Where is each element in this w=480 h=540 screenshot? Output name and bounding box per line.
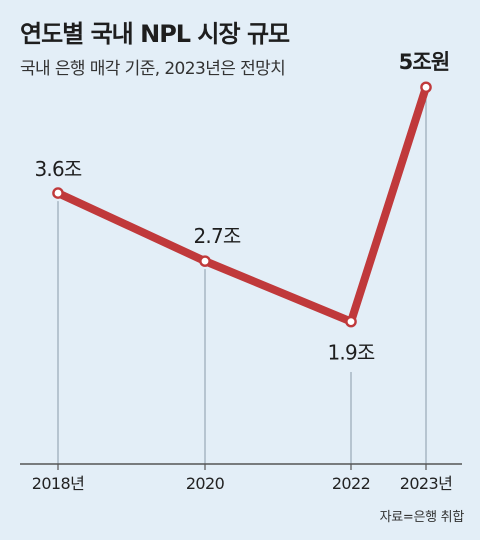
x-tick-label: 2018년 — [32, 474, 84, 493]
data-label: 5조원 — [399, 50, 450, 74]
data-label: 1.9조 — [327, 341, 374, 365]
x-tick-label: 2022 — [332, 474, 370, 493]
data-point — [52, 187, 64, 199]
x-tick-label: 2023년 — [400, 474, 452, 493]
data-label: 2.7조 — [193, 224, 240, 248]
data-point — [420, 81, 432, 94]
chart-subtitle: 국내 은행 매각 기준, 2023년은 전망치 — [20, 59, 286, 79]
x-tick-label: 2020 — [186, 474, 225, 493]
data-point — [199, 255, 211, 267]
data-point — [345, 315, 357, 328]
chart-title: 연도별 국내 NPL 시장 규모 — [20, 20, 290, 48]
source-note: 자료=은행 취합 — [379, 510, 465, 525]
series-line — [54, 83, 430, 326]
data-label: 3.6조 — [34, 157, 81, 181]
